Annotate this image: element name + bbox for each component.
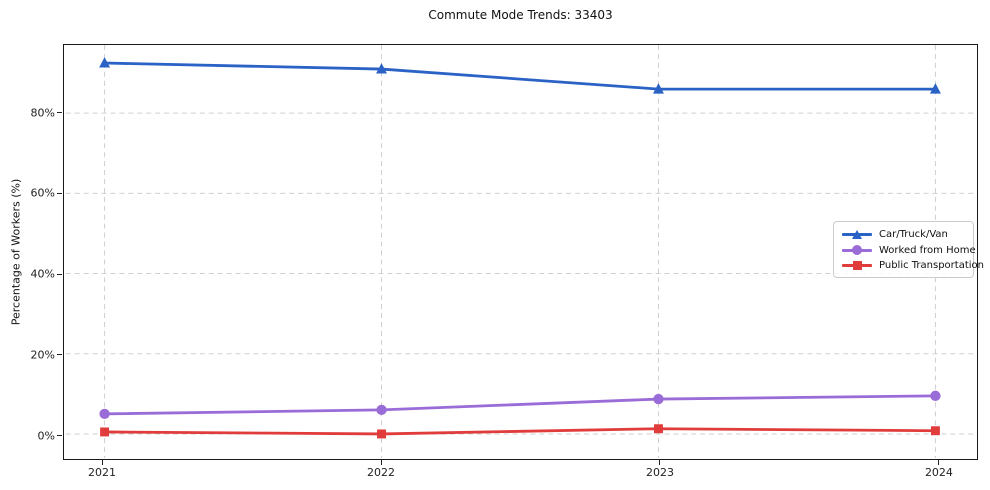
series-line-1: [104, 394, 936, 416]
square-marker: [930, 426, 940, 436]
circle-icon: [852, 245, 862, 255]
chart-title: Commute Mode Trends: 33403: [428, 8, 613, 22]
y-tick-label: 0%: [37, 429, 55, 443]
x-tick-label: 2024: [924, 466, 953, 479]
legend-label: Car/Truck/Van: [879, 229, 948, 240]
square-marker: [654, 424, 663, 434]
x-tick-label: 2021: [88, 466, 117, 479]
triangle-legend-icon: [842, 229, 872, 240]
x-tick-mark: [659, 460, 661, 465]
legend-item: Public Transportation: [842, 258, 984, 273]
circle-marker: [653, 393, 664, 405]
square-legend-icon: [842, 260, 872, 271]
triangle-marker: [376, 63, 387, 74]
y-tick-label: 40%: [30, 267, 55, 281]
triangle-icon: [852, 230, 862, 239]
series-line-2: [104, 427, 936, 436]
x-tick-label: 2023: [645, 466, 674, 479]
square-icon: [852, 261, 862, 270]
triangle-marker: [653, 83, 664, 94]
plot-area: [63, 44, 978, 460]
series-line-0: [104, 61, 936, 91]
square-marker: [100, 427, 110, 437]
y-tick-mark: [57, 354, 62, 356]
y-tick-mark: [57, 273, 62, 275]
chart-canvas: [65, 45, 975, 458]
x-tick-mark: [380, 460, 382, 465]
x-tick-label: 2022: [367, 466, 396, 479]
x-tick-mark: [938, 460, 940, 465]
x-tick-mark: [101, 460, 103, 465]
y-tick-mark: [57, 112, 62, 114]
y-tick-mark: [57, 192, 62, 194]
circle-marker: [376, 404, 387, 416]
circle-marker: [99, 408, 110, 420]
y-tick-label: 60%: [30, 186, 55, 200]
legend-item: Worked from Home: [842, 243, 976, 258]
y-tick-mark: [57, 435, 62, 437]
legend: Car/Truck/Van Worked from Home Public Tran…: [833, 221, 984, 278]
triangle-marker: [929, 83, 941, 94]
legend-label: Public Transportation: [879, 260, 984, 271]
square-marker: [377, 429, 386, 439]
y-tick-label: 20%: [30, 348, 55, 362]
legend-item: Car/Truck/Van: [842, 227, 965, 242]
circle-marker: [930, 390, 941, 402]
y-tick-label: 80%: [30, 106, 55, 120]
y-axis-title: Percentage of Workers (%): [9, 178, 23, 326]
legend-label: Worked from Home: [879, 244, 976, 256]
circle-legend-icon: [842, 245, 872, 256]
triangle-marker: [99, 57, 111, 68]
